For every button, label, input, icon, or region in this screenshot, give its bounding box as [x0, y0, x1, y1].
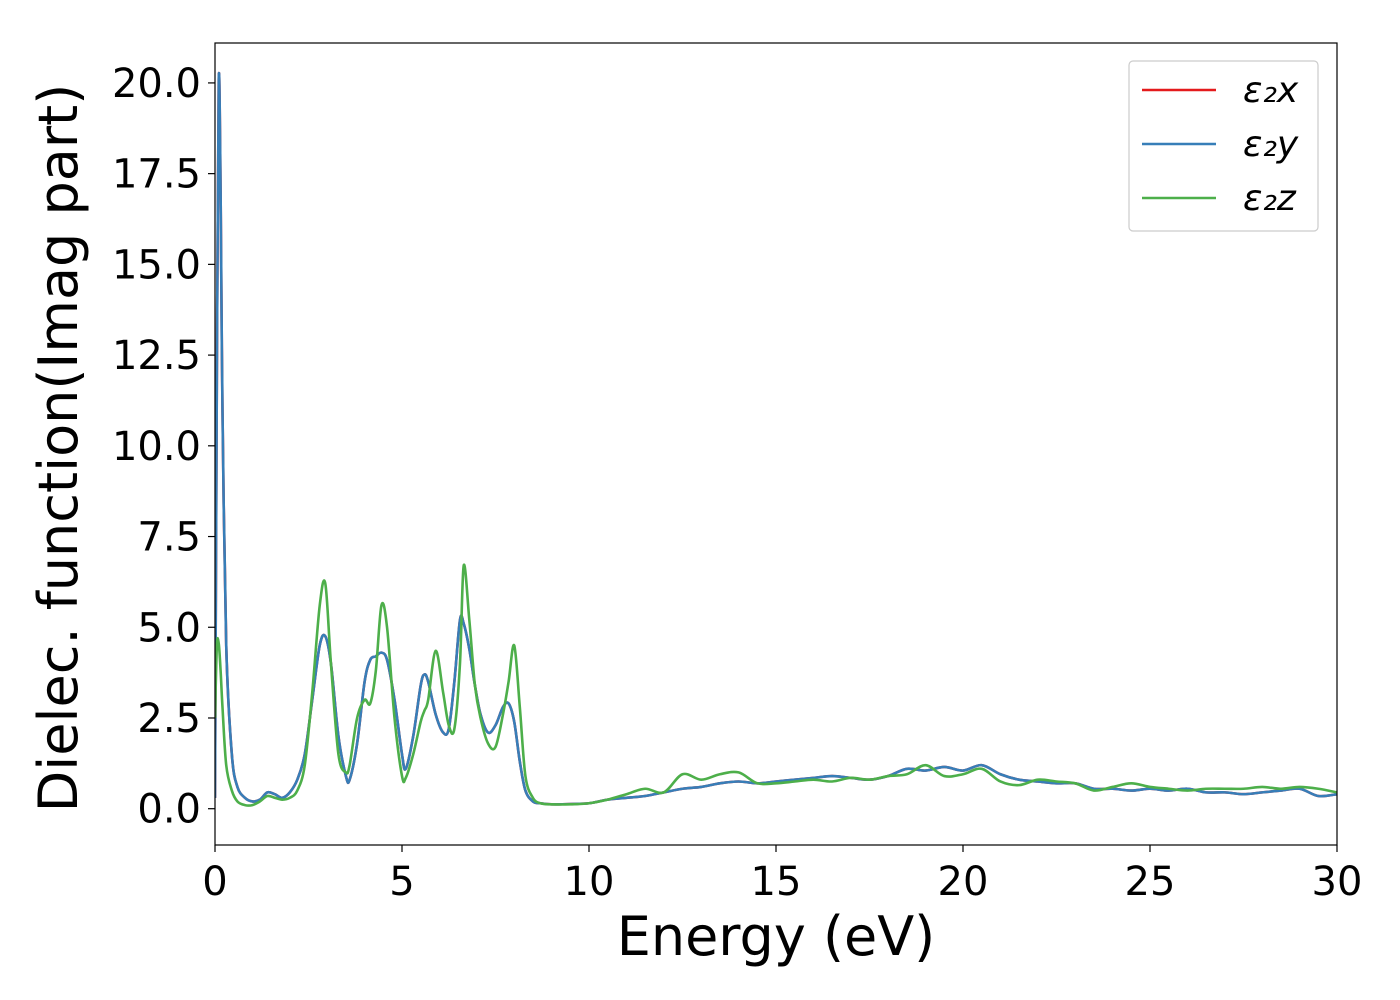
- y-tick-label: 12.5: [112, 333, 201, 379]
- y-tick-label: 15.0: [112, 242, 201, 288]
- series-line-2: [215, 71, 1337, 806]
- legend-box: [1128, 60, 1319, 232]
- legend-label: ε₂x: [1243, 70, 1299, 111]
- legend-label: ε₂y: [1243, 124, 1299, 165]
- series-line-3: [215, 563, 1337, 807]
- y-axis-label: Dielec. function(Imag part): [27, 84, 90, 813]
- x-tick-label: 10: [564, 859, 615, 905]
- y-tick-label: 7.5: [137, 515, 201, 561]
- series-layer: [215, 71, 1337, 807]
- legend: ε₂x ε₂y ε₂z: [1128, 60, 1319, 232]
- x-tick-label: 20: [938, 859, 989, 905]
- x-tick-label: 15: [751, 859, 802, 905]
- y-tick-label: 20.0: [112, 61, 201, 107]
- y-tick-label: 2.5: [137, 696, 201, 742]
- y-tick-label: 17.5: [112, 152, 201, 198]
- y-tick-label: 5.0: [137, 605, 201, 651]
- x-tick-label: 5: [389, 859, 414, 905]
- x-tick-label: 30: [1312, 859, 1363, 905]
- x-tick-label: 25: [1125, 859, 1176, 905]
- x-tick-label: 0: [202, 859, 227, 905]
- ticks-layer: 0 5 10 15 20 25 30 0.0 2.5 5.0 7.5 10.0 12.5 15.0 17.5…: [112, 61, 1363, 905]
- y-tick-label: 0.0: [137, 787, 201, 833]
- legend-label: ε₂z: [1243, 178, 1297, 219]
- x-axis-label: Energy (eV): [617, 905, 936, 968]
- y-tick-label: 10.0: [112, 424, 201, 470]
